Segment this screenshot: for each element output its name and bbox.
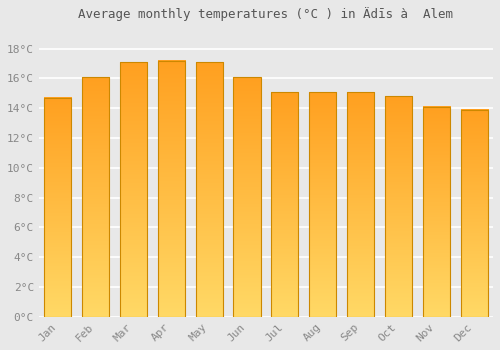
Title: Average monthly temperatures (°C ) in Ädīs à  Alem: Average monthly temperatures (°C ) in Äd… xyxy=(78,7,454,21)
Bar xyxy=(309,92,336,317)
Bar xyxy=(120,62,147,317)
Bar xyxy=(460,110,488,317)
Bar xyxy=(82,77,109,317)
Bar xyxy=(347,92,374,317)
Bar xyxy=(44,98,72,317)
Bar xyxy=(234,77,260,317)
Bar xyxy=(271,92,298,317)
Bar xyxy=(158,61,185,317)
Bar xyxy=(422,107,450,317)
Bar xyxy=(385,96,412,317)
Bar xyxy=(196,62,223,317)
